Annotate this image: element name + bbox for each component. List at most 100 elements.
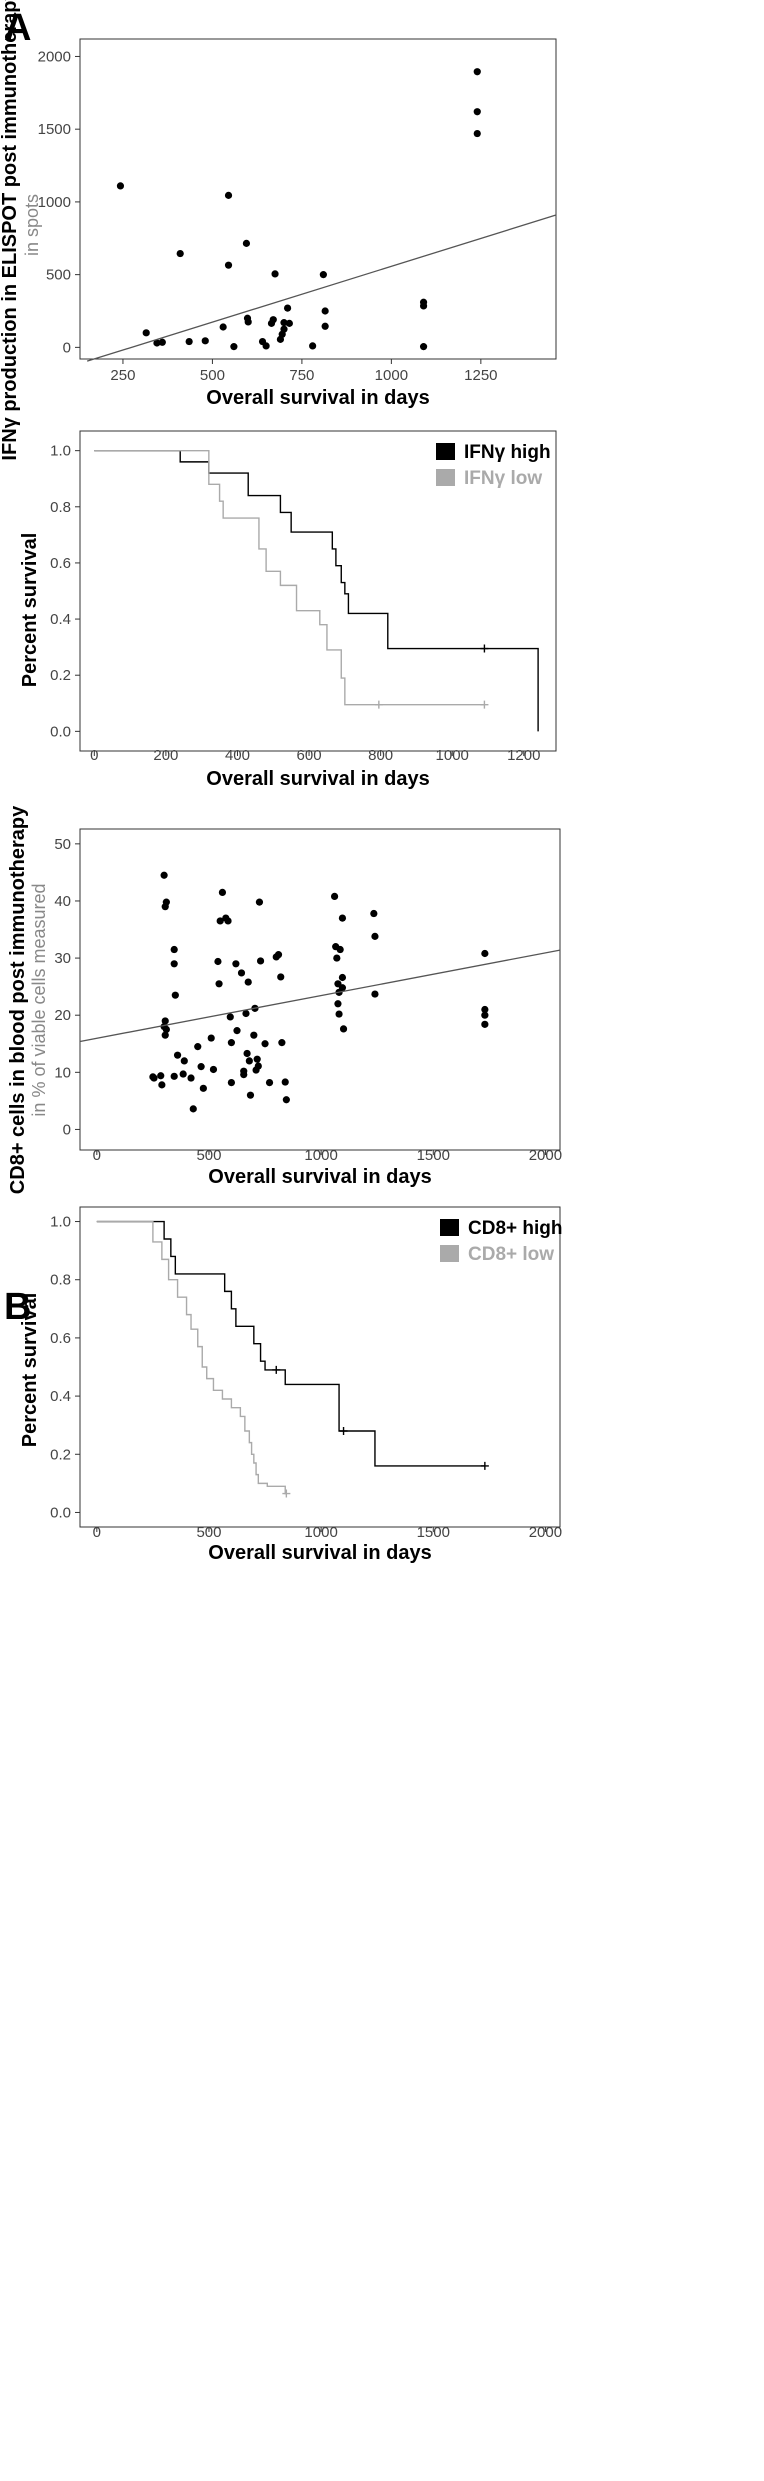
data-point [245,1057,253,1065]
plot-frame [79,828,561,1151]
y-tick-label: 10 [54,1064,71,1081]
survival-curve-high [96,1220,485,1467]
x-tick-label: 500 [196,1147,221,1164]
x-tick-label: 800 [368,747,393,764]
data-point [153,339,161,347]
data-point [250,1031,258,1039]
data-point [280,325,288,333]
x-tick-label: 1500 [417,1524,450,1541]
x-tick-label: 200 [153,747,178,764]
censor-mark [282,1489,291,1498]
data-point [277,973,285,981]
censor-mark [480,700,489,709]
x-axis-label: Overall survival in days [206,768,429,790]
data-point [227,1039,236,1047]
data-point [150,1074,158,1082]
data-point [321,307,329,315]
data-point [285,319,293,327]
data-point [274,951,283,959]
data-point [334,1000,342,1008]
y-tick-label: 50 [54,836,71,853]
x-tick-label: 1200 [507,747,540,764]
data-point [209,1065,218,1074]
y-tick-label: 1000 [38,194,71,211]
data-point [142,329,150,337]
data-point [170,1072,178,1080]
data-point [333,954,341,962]
data-point [281,1078,289,1086]
data-point [240,1071,248,1079]
y-axis-label: IFNγ production in ELISPOT post immunoth… [0,0,21,461]
y-tick-label: 0.6 [50,555,71,572]
ifng-scatter-chart: 250 500 750 1000 1250 0 500 1000 1500 2000 Overall… [0,0,557,461]
x-tick-label: 1000 [304,1524,337,1541]
data-point [179,1070,187,1078]
survival-curve-low [96,1220,287,1495]
data-point [244,318,252,326]
data-point [224,261,233,269]
censor-mark [374,700,383,709]
data-point [481,1020,489,1028]
data-point [162,898,170,906]
data-point [330,892,339,900]
data-point [339,1025,348,1033]
legend-swatch [436,469,455,486]
censor-mark [339,1427,348,1435]
data-point [370,909,378,918]
data-point [481,1005,489,1014]
data-point [338,973,347,982]
legend-label: CD8+ high [468,1218,562,1239]
data-point [262,342,270,350]
x-tick-label: 250 [110,367,135,384]
data-point [161,1031,169,1039]
data-point [170,960,178,968]
y-tick-label: 0 [63,339,71,356]
y-tick-label: 1.0 [50,1214,71,1231]
y-tick-label: 0 [63,1121,71,1138]
legend-swatch [440,1245,459,1262]
data-point [176,249,184,258]
legend-swatch [440,1219,459,1236]
data-point [481,949,489,958]
legend-swatch [436,443,455,460]
data-point [201,337,209,345]
data-point [254,1062,262,1070]
data-point [224,191,233,199]
data-point [230,343,238,351]
data-point [473,68,481,76]
y-axis-label: Percent survival [19,1293,41,1448]
data-point [214,957,222,966]
x-tick-label: 0 [93,1524,101,1541]
data-point [371,932,379,940]
data-point [170,945,178,954]
x-tick-label: 1000 [436,747,469,764]
x-tick-label: 2000 [529,1147,562,1164]
data-point [242,239,251,247]
y-tick-label: 0.8 [50,499,71,516]
plot-frame [79,430,557,752]
cd8-scatter-chart: 0 500 1000 1500 2000 0 10 20 30 40 50 Overall survi… [7,805,562,1194]
data-point [219,323,227,331]
data-point [280,319,288,327]
data-point [271,270,279,278]
data-point [481,1011,489,1019]
data-point [224,917,232,925]
data-point [309,342,317,350]
data-point [338,984,347,992]
data-point [336,945,344,954]
y-tick-label: 0.2 [50,667,71,684]
data-point [282,1096,290,1104]
data-point [237,969,246,977]
y-tick-label: 0.4 [50,611,71,628]
data-point [269,316,277,324]
y-tick-label: 1500 [38,121,71,138]
data-point [194,1043,202,1051]
x-tick-label: 750 [289,367,314,384]
data-point [256,957,265,965]
data-point [233,1027,241,1035]
data-point [283,304,292,312]
data-point [160,871,168,879]
x-tick-label: 400 [225,747,250,764]
data-point [162,1025,170,1034]
